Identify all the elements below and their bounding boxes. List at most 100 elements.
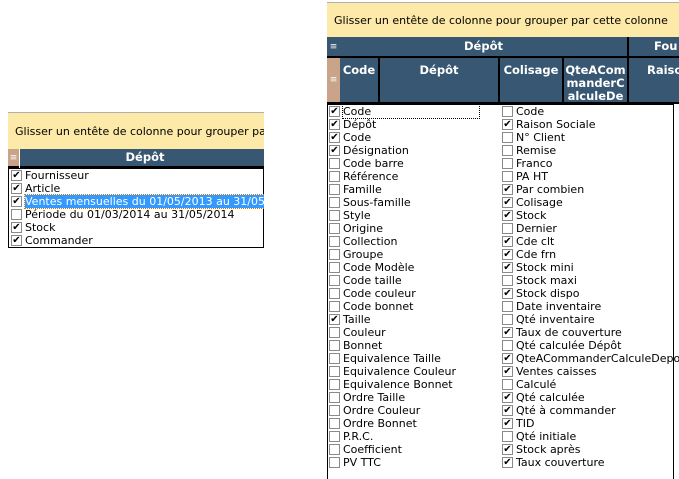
band-header-fournisseur[interactable]: Fou [629,37,679,58]
list-item[interactable]: ✔ Taux couverture [502,456,605,469]
list-item[interactable]: ✔ TID [502,417,534,430]
checkbox[interactable]: ✔ [11,196,22,207]
band-header-depot[interactable]: Dépôt [340,37,629,58]
group-by-area[interactable]: Glisser un entête de colonne pour groupe… [327,2,679,37]
checkbox[interactable]: ✔ [502,262,513,273]
checkbox[interactable] [502,431,513,442]
checkbox[interactable]: ✔ [502,353,513,364]
list-item[interactable]: PV TTC [329,456,381,469]
list-item[interactable]: Période du 01/03/2014 au 31/05/2014 [11,208,235,221]
checkbox[interactable]: ✔ [11,235,22,246]
list-item[interactable]: ✔ QteACommanderCalculeDepot [502,352,679,365]
list-item[interactable]: Origine [329,222,383,235]
list-item[interactable]: ✔ Stock [502,209,546,222]
checkbox[interactable] [329,249,340,260]
checkbox[interactable] [502,145,513,156]
list-item[interactable]: Dernier [502,222,557,235]
list-item[interactable]: ✔ Colisage [502,196,563,209]
list-item[interactable]: ✔ Par combien [502,183,584,196]
column-chooser-icon[interactable]: ≡ [8,149,19,168]
checkbox[interactable] [329,184,340,195]
checkbox[interactable] [502,158,513,169]
list-item[interactable]: ✔ Stock dispo [502,287,579,300]
checkbox[interactable] [329,392,340,403]
list-item[interactable]: Coefficient [329,443,402,456]
checkbox[interactable]: ✔ [11,170,22,181]
list-item[interactable]: Code couleur [329,287,416,300]
list-item[interactable]: Bonnet [329,339,382,352]
checkbox[interactable] [502,340,513,351]
list-item[interactable]: ✔ Stock après [502,443,580,456]
checkbox[interactable] [329,236,340,247]
checkbox[interactable]: ✔ [329,132,340,143]
column-header-colisage[interactable]: Colisage [500,58,564,104]
list-item[interactable]: Collection [329,235,397,248]
list-item[interactable]: Equivalence Taille [329,352,441,365]
list-item[interactable]: Ordre Couleur [329,404,420,417]
list-item[interactable]: Référence [329,170,398,183]
list-item[interactable]: ✔ Taux de couverture [502,326,622,339]
checkbox[interactable] [329,301,340,312]
list-item[interactable]: ✔ Commander [11,234,93,247]
checkbox[interactable] [502,301,513,312]
column-header-raison[interactable]: Raiso [629,58,679,104]
list-item[interactable]: P.R.C. [329,430,373,443]
list-item[interactable]: ✔ Article [11,182,60,195]
checkbox[interactable] [11,209,22,220]
checkbox[interactable] [329,288,340,299]
checkbox[interactable] [329,223,340,234]
list-item[interactable]: Famille [329,183,382,196]
list-item[interactable]: ✔ Taille [329,313,371,326]
column-header-code[interactable]: Code [340,58,380,104]
list-item[interactable]: ✔ Qté à commander [502,404,616,417]
checkbox[interactable] [502,314,513,325]
list-item[interactable]: ✔ Désignation [329,144,409,157]
checkbox[interactable]: ✔ [502,405,513,416]
list-item[interactable]: Qté inventaire [502,313,595,326]
checkbox[interactable] [502,223,513,234]
checkbox[interactable] [329,158,340,169]
checkbox[interactable] [329,431,340,442]
column-chooser-icon[interactable]: ≡ [327,37,340,58]
list-item[interactable]: Code [502,105,544,118]
checkbox[interactable]: ✔ [329,314,340,325]
checkbox[interactable] [329,327,340,338]
checkbox[interactable]: ✔ [11,183,22,194]
list-item[interactable]: Equivalence Couleur [329,365,456,378]
list-item[interactable]: Franco [502,157,553,170]
checkbox[interactable]: ✔ [329,119,340,130]
list-item[interactable]: Couleur [329,326,386,339]
group-by-area[interactable]: Glisser un entête de colonne pour groupe… [8,112,264,149]
checkbox[interactable] [502,132,513,143]
checkbox[interactable]: ✔ [502,444,513,455]
checkbox[interactable] [329,405,340,416]
list-item[interactable]: Sous-famille [329,196,411,209]
checkbox[interactable]: ✔ [502,119,513,130]
checkbox[interactable]: ✔ [502,366,513,377]
list-item[interactable]: Date inventaire [502,300,601,313]
list-item[interactable]: ✔ Qté calculée [502,391,585,404]
checkbox[interactable] [329,379,340,390]
checkbox[interactable]: ✔ [329,106,340,117]
list-item[interactable]: Code barre [329,157,404,170]
checkbox[interactable]: ✔ [11,222,22,233]
checkbox[interactable] [329,171,340,182]
checkbox[interactable]: ✔ [502,327,513,338]
checkbox[interactable]: ✔ [502,392,513,403]
list-item[interactable]: ✔ Raison Sociale [502,118,596,131]
column-header-qteacommander[interactable]: QteACommanderCalculeDepot [564,58,629,104]
list-item[interactable]: ✔ Cde frn [502,248,556,261]
list-item[interactable]: Remise [502,144,556,157]
list-item[interactable]: N° Client [502,131,565,144]
list-item[interactable]: ✔ Fournisseur [11,169,89,182]
list-item[interactable]: ✔ Ventes mensuelles du 01/05/2013 au 31/0… [11,194,264,209]
checkbox[interactable]: ✔ [502,184,513,195]
field-chooser-icon[interactable]: ≡ [327,58,340,104]
list-item[interactable]: Ordre Bonnet [329,417,417,430]
list-item[interactable]: Groupe [329,248,383,261]
checkbox[interactable] [329,444,340,455]
list-item[interactable]: Code Modèle [329,261,414,274]
list-item[interactable]: Stock maxi [502,274,577,287]
checkbox[interactable]: ✔ [502,197,513,208]
checkbox[interactable] [502,171,513,182]
